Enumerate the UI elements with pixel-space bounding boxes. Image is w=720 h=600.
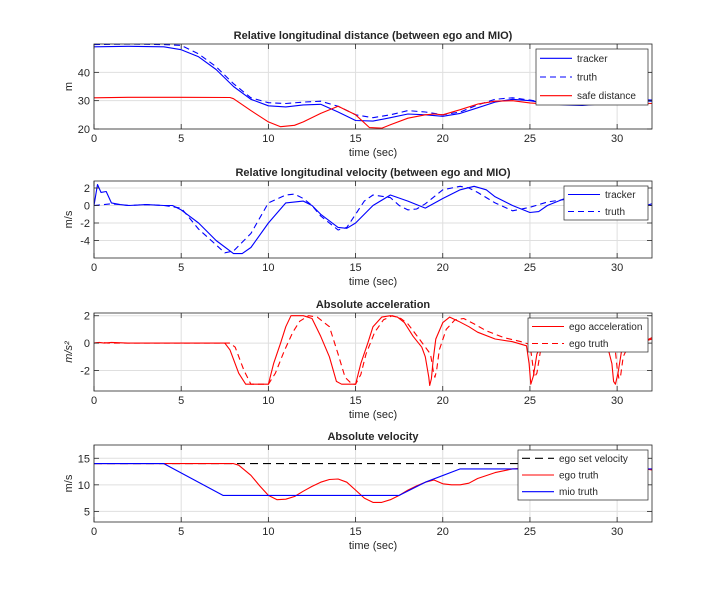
x-tick-label: 0 xyxy=(91,262,97,274)
y-tick-label: -2 xyxy=(80,365,90,377)
legend: ego acceleration ego truth xyxy=(527,317,649,353)
legend-entry: ego truth xyxy=(559,471,598,482)
x-axis-label: time (sec) xyxy=(349,409,397,421)
x-tick-label: 10 xyxy=(262,133,274,145)
legend-box xyxy=(527,317,649,353)
chart-panel-3: 0 5 10 15 20 25 30 -2 0 2 Absolute acceleration tim… xyxy=(63,299,653,421)
y-axis-label: m xyxy=(63,82,75,91)
x-tick-label: 5 xyxy=(178,262,184,274)
x-tick-label: 20 xyxy=(437,133,449,145)
x-tick-label: 20 xyxy=(437,395,449,407)
y-tick-label: -2 xyxy=(80,218,90,230)
x-tick-label: 10 xyxy=(262,262,274,274)
x-tick-label: 5 xyxy=(178,395,184,407)
legend-entry: truth xyxy=(577,73,597,84)
x-tick-label: 25 xyxy=(524,133,536,145)
y-axis-label: m/s² xyxy=(63,341,75,363)
x-axis-label: time (sec) xyxy=(349,540,397,552)
x-tick-label: 0 xyxy=(91,133,97,145)
x-tick-label: 15 xyxy=(349,133,361,145)
x-tick-label: 5 xyxy=(178,526,184,538)
y-tick-label: 2 xyxy=(84,183,90,195)
x-tick-label: 25 xyxy=(524,526,536,538)
chart-title: Absolute velocity xyxy=(327,431,419,443)
y-tick-label: 0 xyxy=(84,201,90,213)
y-axis-label: m/s xyxy=(63,210,75,228)
y-tick-label: 20 xyxy=(78,124,90,136)
x-tick-label: 30 xyxy=(611,133,623,145)
legend-entry: ego truth xyxy=(569,339,608,350)
chart-panel-2: 0 5 10 15 20 25 30 -4 -2 0 2 Relative longitudinal … xyxy=(63,167,653,288)
chart-title: Relative longitudinal velocity (between … xyxy=(235,167,510,179)
series-line-mio-truth xyxy=(94,463,652,496)
y-tick-label: 30 xyxy=(78,96,90,108)
chart-title: Absolute acceleration xyxy=(316,299,431,311)
legend-entry: safe distance xyxy=(577,91,636,102)
axes-box xyxy=(93,43,653,130)
x-tick-label: 20 xyxy=(437,262,449,274)
x-axis-label: time (sec) xyxy=(349,276,397,288)
y-axis-label: m/s xyxy=(63,474,75,492)
legend-entry: tracker xyxy=(577,54,608,65)
legend-entry: truth xyxy=(605,207,625,218)
plot-area xyxy=(94,181,652,258)
axes-box xyxy=(93,312,653,392)
x-tick-label: 30 xyxy=(611,395,623,407)
chart-panel-1: 0 5 10 15 20 25 30 20 30 40 Relative longitudinal … xyxy=(63,30,653,159)
legend-entry: ego set velocity xyxy=(559,454,628,465)
axes-box xyxy=(93,444,653,523)
y-tick-label: 5 xyxy=(84,506,90,518)
legend-box xyxy=(563,185,649,221)
y-tick-label: 2 xyxy=(84,311,90,323)
y-tick-label: -4 xyxy=(80,236,90,248)
x-tick-label: 30 xyxy=(611,262,623,274)
x-tick-label: 25 xyxy=(524,395,536,407)
y-tick-label: 15 xyxy=(78,453,90,465)
x-tick-label: 10 xyxy=(262,395,274,407)
axes-box xyxy=(93,180,653,259)
legend: tracker truth xyxy=(563,185,649,221)
x-tick-label: 25 xyxy=(524,262,536,274)
x-tick-label: 15 xyxy=(349,395,361,407)
legend: tracker truth safe distance xyxy=(535,48,649,106)
legend-entry: ego acceleration xyxy=(569,322,642,333)
x-tick-label: 0 xyxy=(91,526,97,538)
legend-entry: tracker xyxy=(605,190,636,201)
chart-title: Relative longitudinal distance (between … xyxy=(234,30,513,42)
y-tick-label: 10 xyxy=(78,480,90,492)
legend-entry: mio truth xyxy=(559,487,598,498)
x-tick-label: 20 xyxy=(437,526,449,538)
x-tick-label: 30 xyxy=(611,526,623,538)
y-tick-label: 0 xyxy=(84,338,90,350)
y-tick-label: 40 xyxy=(78,67,90,79)
x-axis-label: time (sec) xyxy=(349,147,397,159)
legend: ego set velocity ego truth mio truth xyxy=(517,449,649,501)
series-line-truth xyxy=(94,185,652,254)
x-tick-label: 15 xyxy=(349,262,361,274)
x-tick-label: 5 xyxy=(178,133,184,145)
x-tick-label: 15 xyxy=(349,526,361,538)
x-tick-label: 10 xyxy=(262,526,274,538)
x-tick-label: 0 xyxy=(91,395,97,407)
